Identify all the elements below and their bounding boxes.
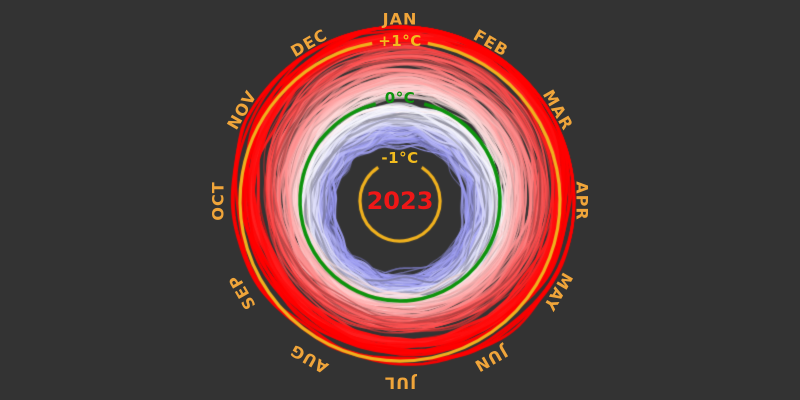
month-label-jul: JUL — [383, 373, 417, 393]
ring-label-0c: 0°C — [384, 89, 416, 107]
ring-label-plus-1c: +1°C — [378, 32, 422, 50]
month-label-oct: OCT — [208, 181, 228, 221]
month-label-jan: JAN — [382, 9, 418, 29]
ring-label-minus-1c: -1°C — [381, 149, 419, 167]
month-label-apr: APR — [572, 181, 592, 221]
center-year-label: 2023 — [366, 187, 434, 215]
